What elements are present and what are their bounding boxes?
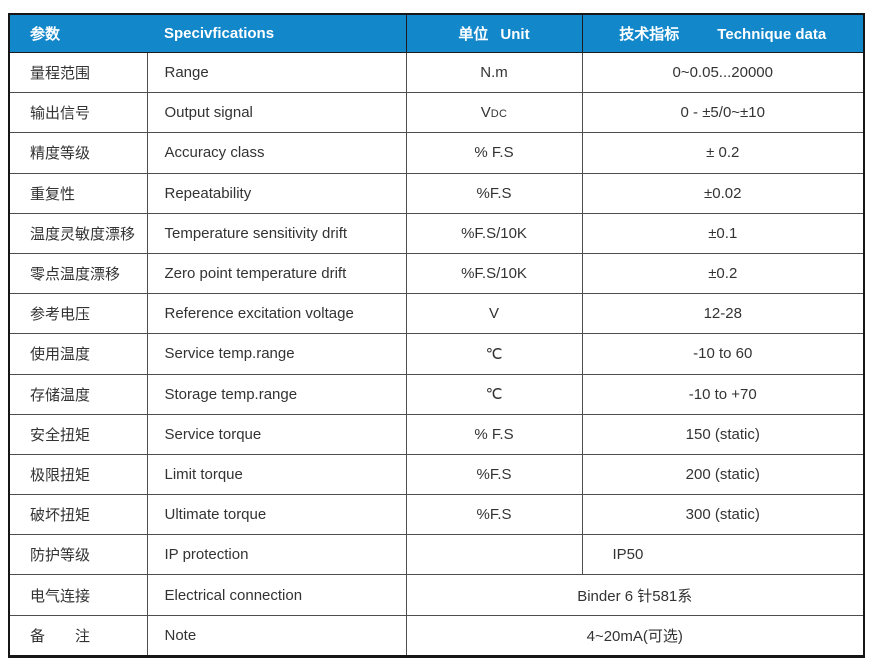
value-cell: ±0.1 xyxy=(581,212,865,254)
param-cell: 极限扭矩 xyxy=(8,453,148,496)
table-row: 极限扭矩 Limit torque %F.S 200 (static) xyxy=(8,453,865,496)
table-row: 防护等级 IP protection IP50 xyxy=(8,534,865,576)
table-row: 量程范围 Range N.m 0~0.05...20000 xyxy=(8,51,865,94)
unit-cell: %F.S xyxy=(405,172,583,214)
table-row: 重复性 Repeatability %F.S ±0.02 xyxy=(8,172,865,214)
unit-subscript: DC xyxy=(490,108,508,121)
header-unit-zh: 单位 xyxy=(458,26,489,43)
spec-cell: Limit torque xyxy=(146,453,407,496)
table-row: 精度等级 Accuracy class% F.S ± 0.2 xyxy=(8,132,865,174)
spec-cell: Electrical connection xyxy=(146,574,407,616)
unit-cell: ℃ xyxy=(405,333,583,375)
table-row: 破坏扭矩 Ultimate torque %F.S 300 (static) xyxy=(8,494,865,536)
param-cell: 参考电压 xyxy=(8,293,148,335)
table-row: 输出信号 Output signal VDC 0 - ±5/0~±10 xyxy=(8,92,865,134)
spec-cell: Range xyxy=(146,51,407,94)
table-row: 存储温度 Storage temp.range ℃ -10 to +70 xyxy=(8,373,865,415)
value-cell: 300 (static) xyxy=(581,494,865,536)
value-cell: 150 (static) xyxy=(581,413,865,455)
spec-cell: Ultimate torque xyxy=(146,494,407,536)
param-cell: 量程范围 xyxy=(8,51,148,94)
unit-cell: VDC xyxy=(405,92,583,134)
spec-cell: Repeatability xyxy=(146,172,407,214)
spec-cell: Service torque xyxy=(146,413,407,455)
header-specifications: Specivfications xyxy=(146,13,407,53)
unit-cell: %F.S/10K xyxy=(405,212,583,254)
value-cell: 0~0.05...20000 xyxy=(581,51,865,94)
unit-cell: N.m xyxy=(405,51,583,94)
value-cell: -10 to +70 xyxy=(581,373,865,415)
table-row: 零点温度漂移 Zero point temperature drift %F.S/1… xyxy=(8,252,865,295)
unit-cell xyxy=(405,534,583,576)
value-cell: 12-28 xyxy=(581,293,865,335)
unit-main: V xyxy=(480,104,491,122)
param-cell: 温度灵敏度漂移 xyxy=(8,212,148,254)
value-cell: -10 to 60 xyxy=(581,333,865,375)
merged-value-cell: Binder 6 针581系 xyxy=(405,574,865,616)
param-cell: 破坏扭矩 xyxy=(8,494,148,536)
table-row: 温度灵敏度漂移 Temperature sensitivity drift %F.S… xyxy=(8,212,865,254)
specifications-table: 参数 Specivfications 单位 Unit 技术指标 Techniqu… xyxy=(8,13,865,658)
unit-cell: %F.S/10K xyxy=(405,252,583,295)
value-cell: ± 0.2 xyxy=(581,132,865,174)
header-technique-zh: 技术指标 xyxy=(619,26,680,43)
table-row: 参考电压 Reference excitation voltage V 12-28 xyxy=(8,293,865,335)
unit-cell: % F.S xyxy=(405,413,583,455)
value-cell: 0 - ±5/0~±10 xyxy=(581,92,865,134)
param-cell: 重复性 xyxy=(8,172,148,214)
param-cell: 精度等级 xyxy=(8,132,148,174)
header-unit-pair: 单位 Unit xyxy=(458,23,529,44)
param-cell: 防护等级 xyxy=(8,534,148,576)
param-cell: 使用温度 xyxy=(8,333,148,375)
header-technique-pair: 技术指标 Technique data xyxy=(619,23,826,44)
table-row: 安全扭矩 Service torque% F.S 150 (static) xyxy=(8,413,865,455)
spec-cell: Zero point temperature drift xyxy=(146,252,407,295)
header-unit-en: Unit xyxy=(500,26,530,43)
spec-cell: IP protection xyxy=(146,534,407,576)
param-cell: 输出信号 xyxy=(8,92,148,134)
spec-cell: Service temp.range xyxy=(146,333,407,375)
param-cell: 备 注 xyxy=(8,614,148,657)
param-cell: 电气连接 xyxy=(8,574,148,616)
table-row: 电气连接 Electrical connection Binder 6 针581系 xyxy=(8,574,865,616)
header-param: 参数 xyxy=(8,13,147,53)
header-unit: 单位 Unit xyxy=(405,13,583,53)
header-row: 参数 Specivfications 单位 Unit 技术指标 Techniqu… xyxy=(8,13,865,53)
unit-cell: % F.S xyxy=(405,132,583,174)
spec-cell: Accuracy class xyxy=(146,132,407,174)
param-cell: 零点温度漂移 xyxy=(8,252,148,295)
spec-cell: Output signal xyxy=(146,92,407,134)
header-technique-en: Technique data xyxy=(717,26,827,43)
value-cell: ±0.02 xyxy=(581,172,865,214)
merged-value-cell: 4~20mA(可选) xyxy=(405,614,865,657)
value-cell: 200 (static) xyxy=(581,453,865,496)
header-technique-data: 技术指标 Technique data xyxy=(581,13,865,53)
param-cell: 安全扭矩 xyxy=(8,413,148,455)
table-body: 量程范围 Range N.m 0~0.05...20000 输出信号 Output sig… xyxy=(8,51,865,657)
unit-cell: V xyxy=(405,293,583,335)
unit-cell: ℃ xyxy=(405,373,583,415)
spec-cell: Note xyxy=(146,614,407,657)
spec-cell: Temperature sensitivity drift xyxy=(146,212,407,254)
table-row: 备 注 Note 4~20mA(可选) xyxy=(8,614,865,657)
spec-cell: Reference excitation voltage xyxy=(146,293,407,335)
unit-cell: %F.S xyxy=(405,494,583,536)
value-cell: ±0.2 xyxy=(581,252,865,295)
table-row: 使用温度 Service temp.range ℃ -10 to 60 xyxy=(8,333,865,375)
unit-cell: %F.S xyxy=(405,453,583,496)
spec-cell: Storage temp.range xyxy=(146,373,407,415)
value-cell: IP50 xyxy=(581,534,865,576)
param-cell: 存储温度 xyxy=(8,373,148,415)
